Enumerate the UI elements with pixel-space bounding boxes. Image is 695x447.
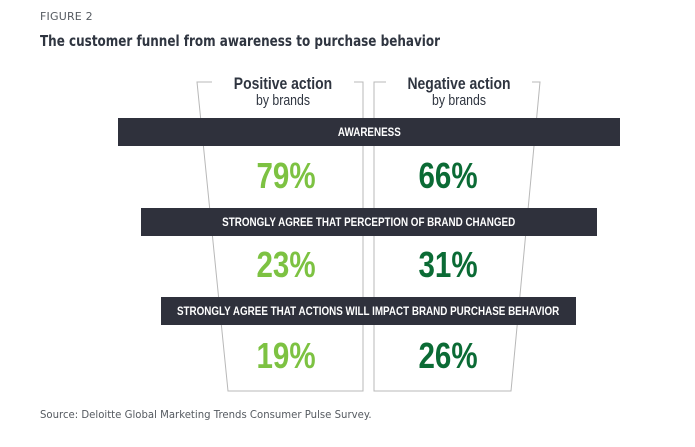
figure-label: FIGURE 2 — [40, 10, 93, 23]
column-subheading-positive: by brands — [255, 92, 311, 109]
column-heading-positive: Positive action — [233, 74, 333, 93]
value-negative-perception: 31% — [418, 244, 478, 285]
stage-bar-purchase: STRONGLY AGREE THAT ACTIONS WILL IMPACT … — [161, 297, 576, 325]
stage-label: STRONGLY AGREE THAT ACTIONS WILL IMPACT … — [177, 304, 560, 318]
source-note: Source: Deloitte Global Marketing Trends… — [40, 408, 372, 421]
chart-title: The customer funnel from awareness to pu… — [40, 32, 441, 50]
value-negative-awareness: 66% — [418, 155, 478, 196]
column-header-positive: Positive action by brands — [212, 75, 354, 108]
value-positive-awareness: 79% — [256, 155, 316, 196]
value-negative-purchase: 26% — [418, 335, 478, 376]
column-heading-negative: Negative action — [407, 74, 511, 93]
value-positive-purchase: 19% — [256, 335, 316, 376]
stage-bar-awareness: AWARENESS — [118, 118, 620, 146]
column-header-negative: Negative action by brands — [386, 75, 532, 108]
stage-bar-perception: STRONGLY AGREE THAT PERCEPTION OF BRAND … — [141, 208, 597, 236]
stage-label: AWARENESS — [337, 125, 401, 139]
stage-label: STRONGLY AGREE THAT PERCEPTION OF BRAND … — [222, 215, 516, 229]
column-subheading-negative: by brands — [431, 92, 487, 109]
funnel-left-panel — [196, 81, 364, 392]
funnel-right-panel — [373, 81, 541, 392]
value-positive-perception: 23% — [256, 244, 316, 285]
